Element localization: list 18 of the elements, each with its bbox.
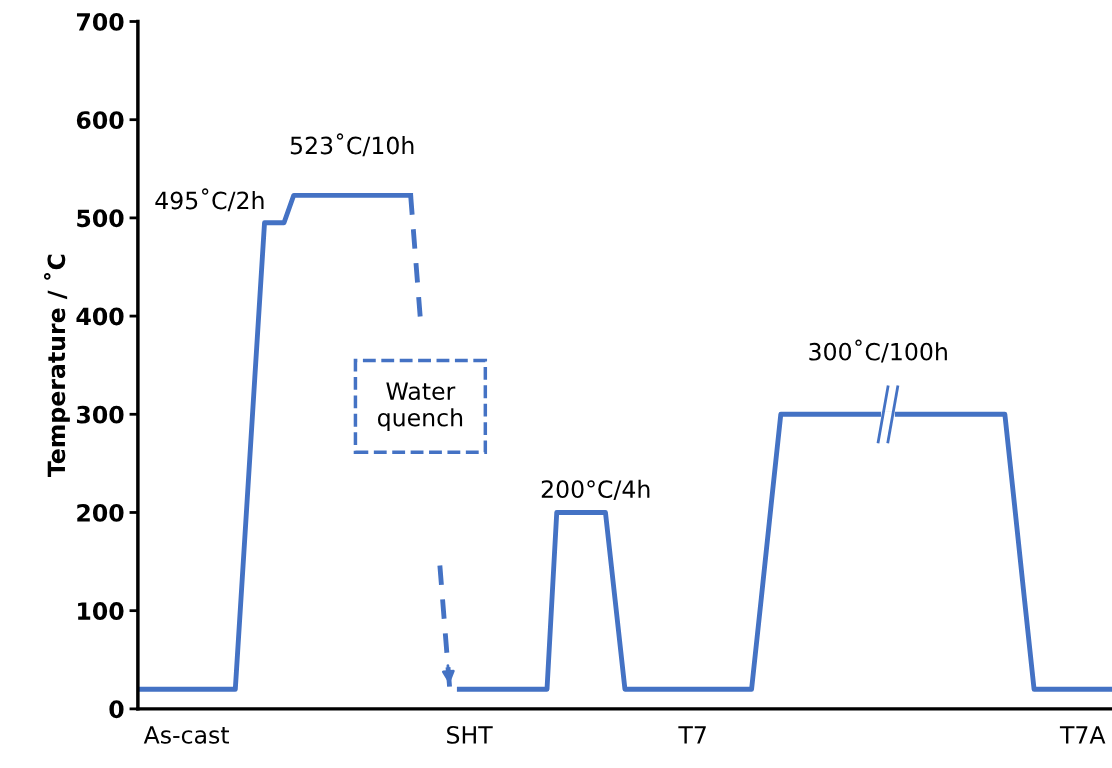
- y-tick-label: 100: [78, 602, 124, 620]
- annotation: Water quench: [377, 382, 463, 432]
- y-tick-label: 300: [76, 405, 124, 424]
- y-tick-label: 400: [76, 307, 124, 326]
- y-axis-title: Temperature / ˚C: [43, 254, 70, 478]
- x-tick-label: T7: [678, 726, 706, 744]
- annotation: 200°C/4h: [541, 479, 650, 500]
- y-tick-label: 0: [109, 700, 124, 719]
- y-tick-label: 200: [77, 503, 124, 522]
- annotation: 300˚C/100h: [809, 339, 947, 363]
- x-tick-label: SHT: [447, 725, 493, 744]
- x-tick-label: T7A: [1059, 726, 1106, 744]
- annotation: 495˚C/2h: [155, 188, 264, 212]
- y-tick-label: 500: [77, 209, 124, 228]
- y-tick-label: 700: [76, 12, 124, 31]
- annotation: 523˚C/10h: [290, 133, 414, 157]
- x-tick-label: As-cast: [143, 726, 230, 744]
- y-tick-label: 600: [76, 111, 124, 129]
